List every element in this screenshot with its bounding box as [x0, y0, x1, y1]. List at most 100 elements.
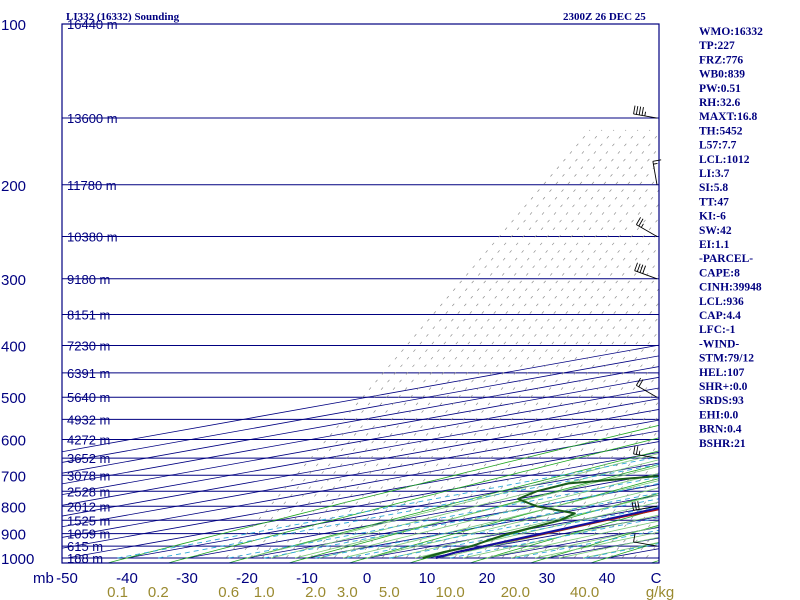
height-label: 4932 m — [67, 412, 110, 427]
parcel-path — [435, 507, 659, 559]
index-value: EHI:0.0 — [699, 409, 739, 421]
stability-hatch — [772, 130, 800, 565]
index-value: SW:42 — [699, 225, 732, 237]
dry-adiabat — [106, 424, 659, 563]
barb-shaft — [633, 453, 658, 459]
index-value: CAP:4.4 — [699, 310, 741, 322]
isotherm-line — [62, 441, 659, 549]
pressure-tick-label: 200 — [1, 178, 26, 195]
index-value: SI:5.8 — [699, 182, 728, 194]
mixing-ratio-line — [515, 529, 659, 559]
dewpoint-profile — [422, 475, 659, 559]
mixing-ratio-label: 3.0 — [337, 584, 358, 600]
isotherm-line — [62, 430, 659, 538]
barb-flag — [635, 106, 639, 115]
height-label: 10380 m — [67, 229, 118, 244]
temperature-tick-label: 0 — [363, 570, 371, 587]
mixing-ratio-label: 5.0 — [379, 584, 400, 600]
index-value: WMO:16332 — [699, 26, 763, 38]
height-label: 1525 m — [67, 513, 110, 528]
pressure-tick-label: 700 — [1, 468, 26, 485]
wind-barb — [631, 501, 658, 511]
wind-barb — [635, 377, 658, 398]
mixing-ratio-label: 20.0 — [501, 584, 530, 600]
barb-shaft — [636, 224, 658, 237]
valid-time: 2300Z 26 DEC 25 — [563, 11, 646, 23]
stability-hatch — [557, 443, 659, 563]
isotherm-line — [62, 398, 659, 506]
mixing-ratio-line — [347, 498, 659, 559]
index-value: SHR+:0.0 — [699, 381, 748, 393]
chart-title: LI332 (16332) Sounding — [66, 11, 180, 23]
barb-half-flag — [644, 111, 646, 116]
height-label: 3652 m — [67, 451, 110, 466]
index-value: BSHR:21 — [699, 438, 746, 450]
height-label: 3078 m — [67, 468, 110, 483]
index-value: MAXT:16.8 — [699, 111, 757, 123]
mixing-ratio-label: 0.2 — [148, 584, 169, 600]
index-value: CINH:39948 — [699, 282, 762, 294]
index-value: EI:1.1 — [699, 239, 730, 251]
mixing-ratio-label: 1.0 — [254, 584, 275, 600]
temperature-tick-label: 40 — [599, 570, 616, 587]
temperature-tick-label: -50 — [56, 570, 78, 587]
barb-flag — [635, 217, 641, 225]
dry-adiabat — [287, 464, 659, 563]
barb-half-flag — [638, 450, 641, 456]
pressure-tick-label: 100 — [1, 17, 26, 34]
stability-hatch — [353, 203, 659, 563]
height-label: 615 m — [67, 539, 103, 554]
height-label: 188 m — [67, 551, 103, 566]
mixing-ratio-line — [389, 506, 659, 559]
stability-hatch — [593, 485, 659, 563]
mixing-ratio-label: 10.0 — [436, 584, 465, 600]
index-value: BRN:0.4 — [699, 424, 742, 436]
isotherm-line — [62, 344, 659, 453]
moist-adiabat — [510, 526, 659, 559]
index-value: LI:3.7 — [699, 168, 730, 180]
index-value: HEL:107 — [699, 367, 745, 379]
index-value: TP:227 — [699, 40, 735, 52]
barb-flag — [633, 105, 636, 114]
moist-adiabat — [318, 472, 659, 559]
dry-adiabat — [408, 492, 659, 563]
stability-hatch — [221, 129, 591, 563]
moist-adiabat — [534, 531, 659, 559]
index-value: SRDS:93 — [699, 395, 744, 407]
wind-barb — [633, 533, 658, 547]
barb-shaft — [636, 384, 658, 398]
barb-shaft — [652, 161, 658, 185]
mixing-ratio-line — [117, 456, 659, 559]
dry-adiabat — [347, 478, 659, 563]
height-label: 4272 m — [67, 433, 110, 448]
mixing-ratio-label: 2.0 — [305, 584, 326, 600]
dry-adiabat — [468, 508, 659, 563]
index-value: STM:79/12 — [699, 353, 754, 365]
barb-shaft — [633, 505, 658, 511]
index-value: TH:5452 — [699, 125, 743, 137]
barb-flag — [638, 218, 644, 227]
stability-hatch — [233, 129, 603, 563]
barb-flag — [635, 377, 641, 386]
index-value: WB0:839 — [699, 69, 745, 81]
barb-shaft — [634, 270, 658, 280]
pressure-tick-label: 800 — [1, 499, 26, 516]
barb-flag — [641, 107, 644, 116]
index-value: -WIND- — [699, 338, 739, 350]
pressure-tick-label: 900 — [1, 527, 26, 544]
barb-flag — [638, 106, 642, 115]
barb-half-flag — [653, 162, 658, 165]
temperature-tick-label: -10 — [296, 570, 318, 587]
wind-barb — [633, 105, 658, 119]
height-label: 13600 m — [67, 111, 118, 126]
pressure-tick-label: 1000 — [1, 551, 34, 568]
stability-hatch — [281, 129, 651, 563]
barb-flag — [636, 263, 641, 272]
mixing-ratio-line — [450, 517, 659, 559]
wind-barb — [652, 159, 662, 185]
moist-adiabat — [270, 459, 659, 559]
temperature-axis-prefix: mb — [33, 570, 54, 587]
pressure-tick-label: 400 — [1, 339, 26, 356]
barb-flag — [652, 159, 662, 162]
